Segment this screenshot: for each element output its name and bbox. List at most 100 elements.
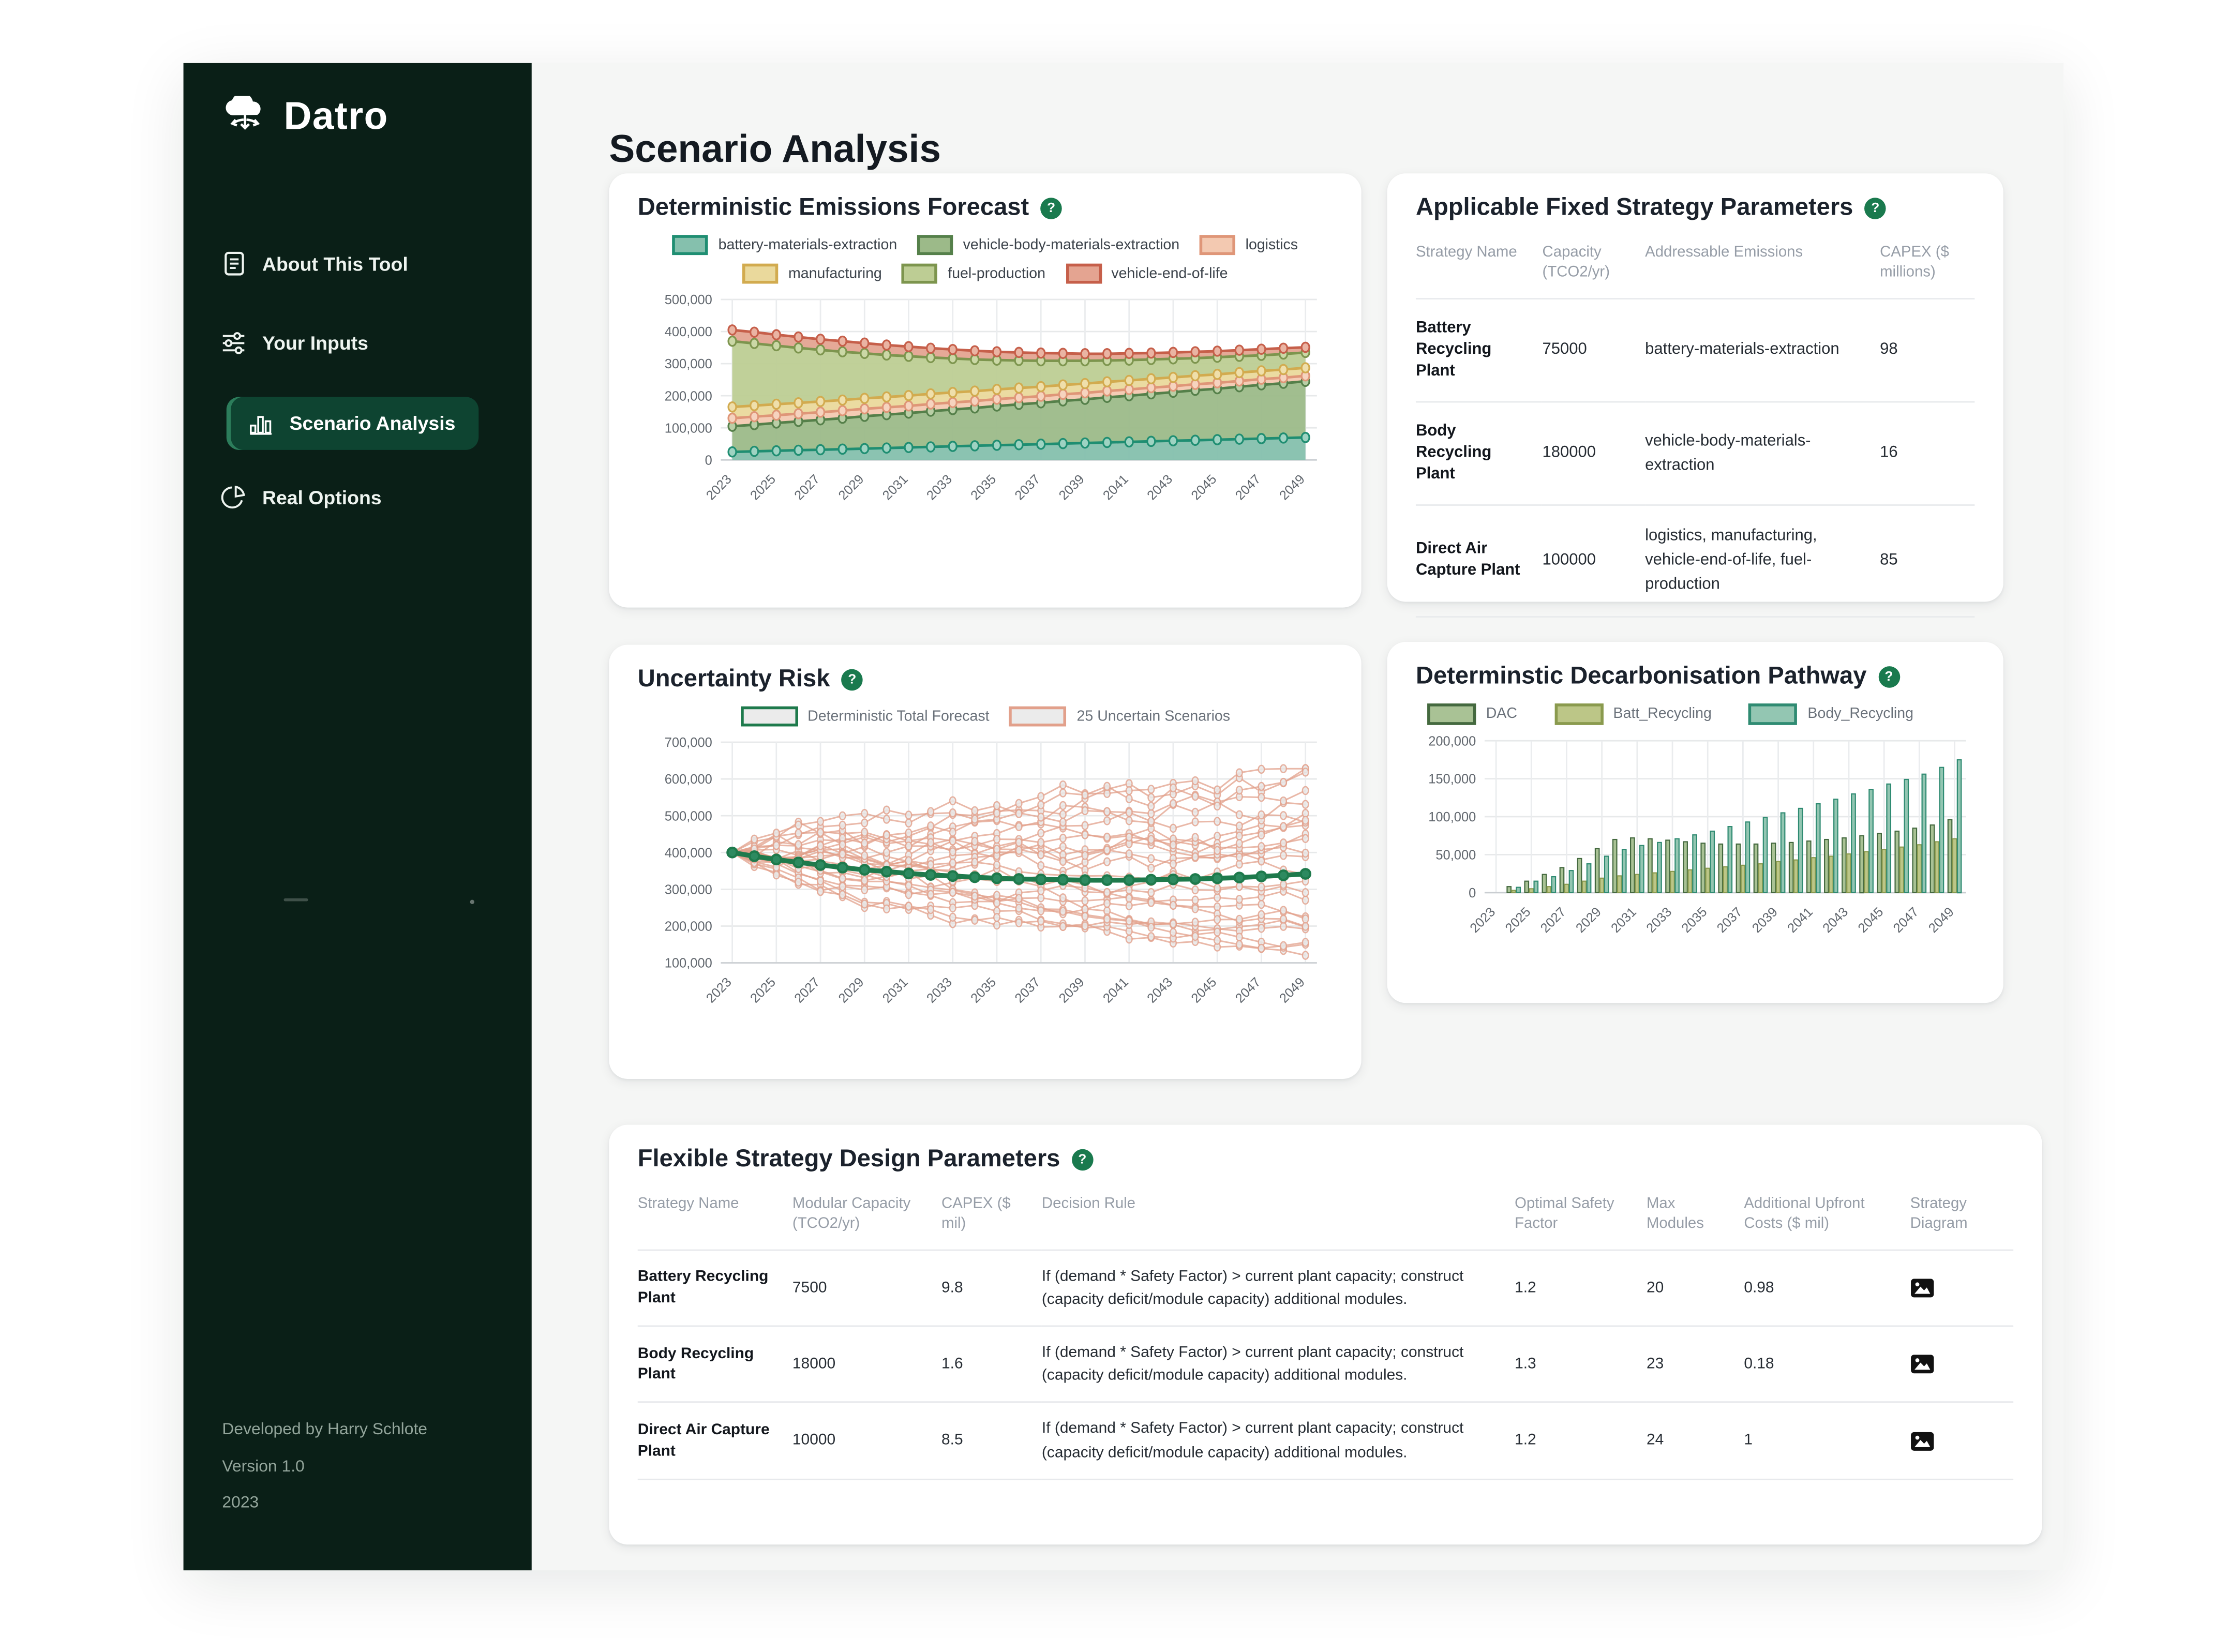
svg-text:2033: 2033	[924, 975, 955, 1006]
image-icon[interactable]	[1910, 1431, 1935, 1451]
svg-text:2045: 2045	[1189, 975, 1220, 1006]
svg-text:2041: 2041	[1785, 905, 1816, 936]
legend-swatch	[1009, 706, 1067, 727]
strategy-name: Battery Recycling Plant	[637, 1249, 792, 1327]
footer-version: Version 1.0	[222, 1459, 305, 1476]
legend-label: logistics	[1245, 237, 1298, 253]
card-fixed-strategy-parameters: Applicable Fixed Strategy Parameters ? S…	[1387, 173, 2003, 617]
image-icon[interactable]	[1910, 1354, 1935, 1374]
strategy-diagram-cell	[1910, 1402, 2014, 1480]
svg-text:2035: 2035	[968, 472, 999, 503]
svg-text:2031: 2031	[1608, 905, 1639, 936]
svg-text:2031: 2031	[880, 975, 911, 1006]
legend-item-manufacturing[interactable]: manufacturing	[742, 263, 882, 284]
strategy-name: Direct Air Capture Plant	[637, 1402, 792, 1480]
svg-text:2045: 2045	[1856, 905, 1887, 936]
card-title: Applicable Fixed Strategy Parameters ?	[1416, 193, 1974, 222]
svg-text:2035: 2035	[1679, 905, 1710, 936]
sidebar-item-real-options[interactable]: Real Options	[221, 484, 382, 510]
column-header: CAPEX ($ millions)	[1880, 233, 1975, 299]
pie-chart-icon	[221, 484, 247, 510]
svg-text:2035: 2035	[968, 975, 999, 1006]
brand-name: Datro	[283, 94, 388, 138]
legend-item-vehicle-end-of-life[interactable]: vehicle-end-of-life	[1065, 263, 1228, 284]
table-row: Battery Recycling Plant 7500 9.8 If (dem…	[637, 1249, 2014, 1327]
svg-text:100,000: 100,000	[1428, 810, 1476, 824]
legend-item-DAC[interactable]: DAC	[1427, 703, 1517, 725]
legend-label: fuel-production	[948, 265, 1045, 282]
legend-label: Deterministic Total Forecast	[807, 708, 990, 725]
footer-developer: Developed by Harry Schlote	[222, 1421, 428, 1439]
svg-text:2037: 2037	[1012, 975, 1043, 1006]
max-modules-value: 24	[1646, 1402, 1744, 1480]
svg-text:2029: 2029	[836, 472, 867, 503]
svg-text:2027: 2027	[791, 975, 822, 1006]
decision-rule: If (demand * Safety Factor) > current pl…	[1041, 1249, 1515, 1327]
help-icon[interactable]: ?	[1071, 1148, 1094, 1170]
safety-factor-value: 1.3	[1515, 1326, 1647, 1403]
legend-item-Batt_Recycling[interactable]: Batt_Recycling	[1554, 703, 1712, 725]
legend-swatch	[1065, 263, 1102, 284]
strategy-diagram-cell	[1910, 1249, 2014, 1327]
svg-text:2037: 2037	[1714, 905, 1745, 936]
capacity-value: 180000	[1542, 401, 1645, 506]
help-icon[interactable]: ?	[1864, 197, 1887, 219]
legend-swatch	[672, 235, 709, 256]
legend-item-25-uncertain-scenarios[interactable]: 25 Uncertain Scenarios	[1009, 706, 1230, 727]
legend-item-fuel-production[interactable]: fuel-production	[902, 263, 1045, 284]
legend-label: Body_Recycling	[1807, 706, 1913, 723]
card-title: Determinstic Decarbonisation Pathway ?	[1416, 662, 1974, 690]
capex-value: 98	[1880, 298, 1975, 403]
column-header: Max Modules	[1646, 1184, 1744, 1251]
sidebar-item-scenario-analysis[interactable]: Scenario Analysis	[226, 397, 479, 450]
svg-text:2049: 2049	[1277, 975, 1308, 1006]
capex-value: 85	[1880, 505, 1975, 617]
svg-text:500,000: 500,000	[665, 809, 712, 823]
svg-text:2039: 2039	[1749, 905, 1781, 936]
svg-text:500,000: 500,000	[665, 293, 712, 307]
help-icon[interactable]: ?	[1040, 197, 1062, 219]
legend-swatch	[740, 706, 798, 727]
legend-item-logistics[interactable]: logistics	[1199, 235, 1298, 256]
svg-text:100,000: 100,000	[665, 421, 712, 435]
table-row: Body Recycling Plant 18000 1.6 If (deman…	[637, 1326, 2014, 1403]
legend-swatch	[902, 263, 938, 284]
column-header: CAPEX ($ mil)	[941, 1184, 1042, 1251]
capacity-value: 75000	[1542, 298, 1645, 403]
fan-line-chart[interactable]: 100,000 200,000 300,000 400,000 500,000 600,0…	[638, 732, 1333, 1039]
legend-item-deterministic-total-forecast[interactable]: Deterministic Total Forecast	[740, 706, 990, 727]
table-row: Battery Recycling Plant 75000 battery-ma…	[1415, 298, 1975, 403]
modular-capacity-value: 18000	[792, 1326, 942, 1403]
help-icon[interactable]: ?	[1878, 665, 1900, 687]
stacked-area-chart[interactable]: 0 100,000 200,000 300,000 400,000 500,000 2023…	[638, 290, 1333, 556]
svg-text:0: 0	[1469, 886, 1476, 900]
svg-text:2047: 2047	[1891, 905, 1922, 936]
image-icon[interactable]	[1910, 1278, 1935, 1298]
column-header: Strategy Name	[637, 1184, 792, 1251]
table-row: Direct Air Capture Plant 10000 8.5 If (d…	[637, 1402, 2014, 1480]
legend-label: vehicle-end-of-life	[1111, 265, 1228, 282]
pathway-legend: DAC Batt_Recycling Body_Recycling	[1427, 703, 1974, 725]
svg-text:2037: 2037	[1012, 472, 1043, 503]
upfront-costs-value: 0.18	[1744, 1326, 1910, 1403]
svg-text:2029: 2029	[1573, 905, 1604, 936]
sidebar-item-about-this-tool[interactable]: About This Tool	[221, 251, 408, 277]
legend-item-battery-materials-extraction[interactable]: battery-materials-extraction	[672, 235, 897, 256]
table-row: Direct Air Capture Plant 100000 logistic…	[1415, 505, 1975, 617]
legend-item-vehicle-body-materials-extraction[interactable]: vehicle-body-materials-extraction	[917, 235, 1179, 256]
max-modules-value: 23	[1646, 1326, 1744, 1403]
forecast-legend: battery-materials-extraction vehicle-body…	[638, 235, 1333, 284]
legend-item-Body_Recycling[interactable]: Body_Recycling	[1748, 703, 1913, 725]
card-title: Uncertainty Risk ?	[638, 665, 1333, 693]
column-header: Decision Rule	[1041, 1184, 1515, 1251]
sidebar-item-your-inputs[interactable]: Your Inputs	[221, 329, 368, 355]
help-icon[interactable]: ?	[841, 668, 863, 690]
column-header: Capacity (TCO2/yr)	[1542, 233, 1645, 299]
svg-text:200,000: 200,000	[1428, 734, 1476, 748]
decision-rule: If (demand * Safety Factor) > current pl…	[1041, 1326, 1515, 1403]
grouped-bar-chart[interactable]: 0 50,000 100,000 150,000 200,000 2023 2025 2027…	[1416, 731, 1978, 974]
svg-text:50,000: 50,000	[1435, 848, 1476, 863]
svg-text:200,000: 200,000	[665, 389, 712, 403]
strategy-diagram-cell	[1910, 1326, 2014, 1403]
